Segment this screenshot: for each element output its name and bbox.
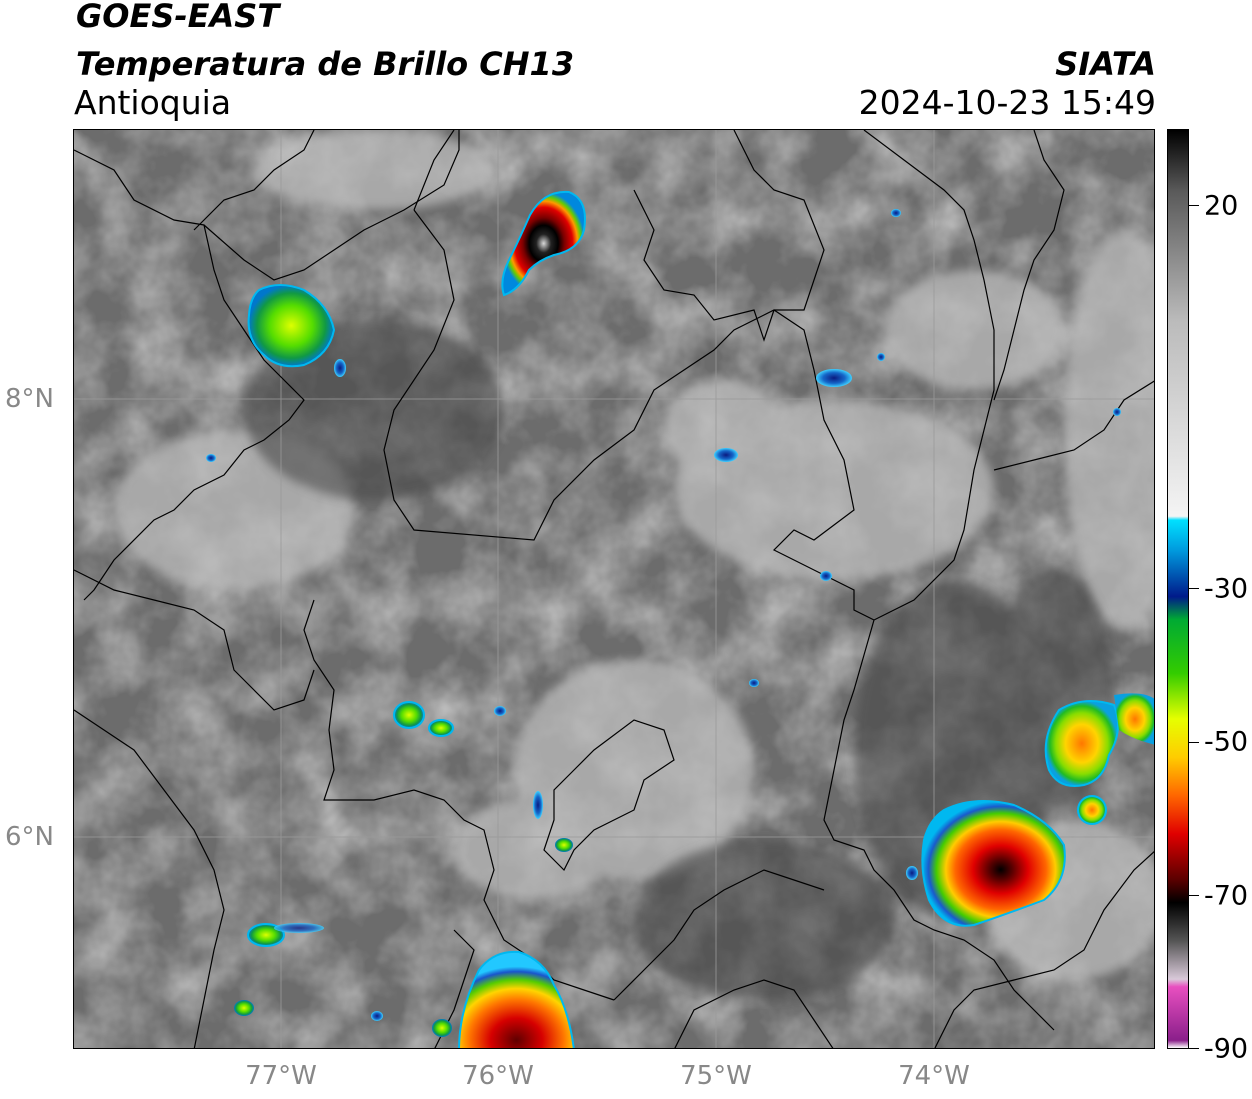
lon-tick-label: 75°W xyxy=(680,1061,752,1091)
cell-east-small xyxy=(1077,795,1107,825)
cell-east-edge xyxy=(1114,693,1154,745)
product-title: Temperatura de Brillo CH13 xyxy=(76,45,575,83)
lat-tick-label: 8°N xyxy=(5,384,54,414)
cell-northwest xyxy=(247,284,336,368)
lon-tick-label: 74°W xyxy=(898,1061,970,1091)
colorbar-tick xyxy=(1189,588,1199,590)
region-label: Antioquia xyxy=(74,83,232,122)
colorbar-tick-label: -50 xyxy=(1204,726,1249,758)
colorbar-tick-label: -30 xyxy=(1204,573,1249,605)
lat-tick-label: 6°N xyxy=(5,822,54,852)
cell-south xyxy=(458,950,575,1048)
cell-southeast xyxy=(921,800,1066,927)
cell-southwest xyxy=(247,923,285,947)
cell-south-small xyxy=(432,1019,452,1037)
colorbar-tick xyxy=(1189,741,1199,743)
cold-cloud-cells xyxy=(206,190,1154,1048)
temperature-colorbar xyxy=(1167,129,1189,1049)
satellite-title: GOES-EAST xyxy=(76,0,280,35)
colorbar-tick xyxy=(1189,1048,1199,1050)
colorbar-tick xyxy=(1189,894,1199,896)
cell-north-center xyxy=(501,190,586,297)
lon-tick-label: 76°W xyxy=(462,1061,534,1091)
cell-southwest-small xyxy=(234,1000,254,1016)
colorbar-tick-label: -70 xyxy=(1204,880,1249,912)
map-canvas xyxy=(74,130,1154,1048)
cell-northwest-small xyxy=(334,359,346,377)
colorbar-tick-label: -90 xyxy=(1204,1033,1249,1065)
lon-tick-label: 77°W xyxy=(245,1061,317,1091)
satellite-map xyxy=(73,129,1155,1049)
admin-boundaries xyxy=(74,130,1154,1048)
timestamp-label: 2024-10-23 15:49 xyxy=(858,83,1156,122)
cell-west-center-b xyxy=(428,719,454,737)
colorbar-tick xyxy=(1189,204,1199,206)
organization-label: SIATA xyxy=(1055,45,1156,83)
cell-center-small xyxy=(555,838,573,852)
cell-east xyxy=(1044,700,1119,787)
colorbar-tick-label: 20 xyxy=(1204,190,1239,222)
cell-west-center-a xyxy=(393,701,425,729)
